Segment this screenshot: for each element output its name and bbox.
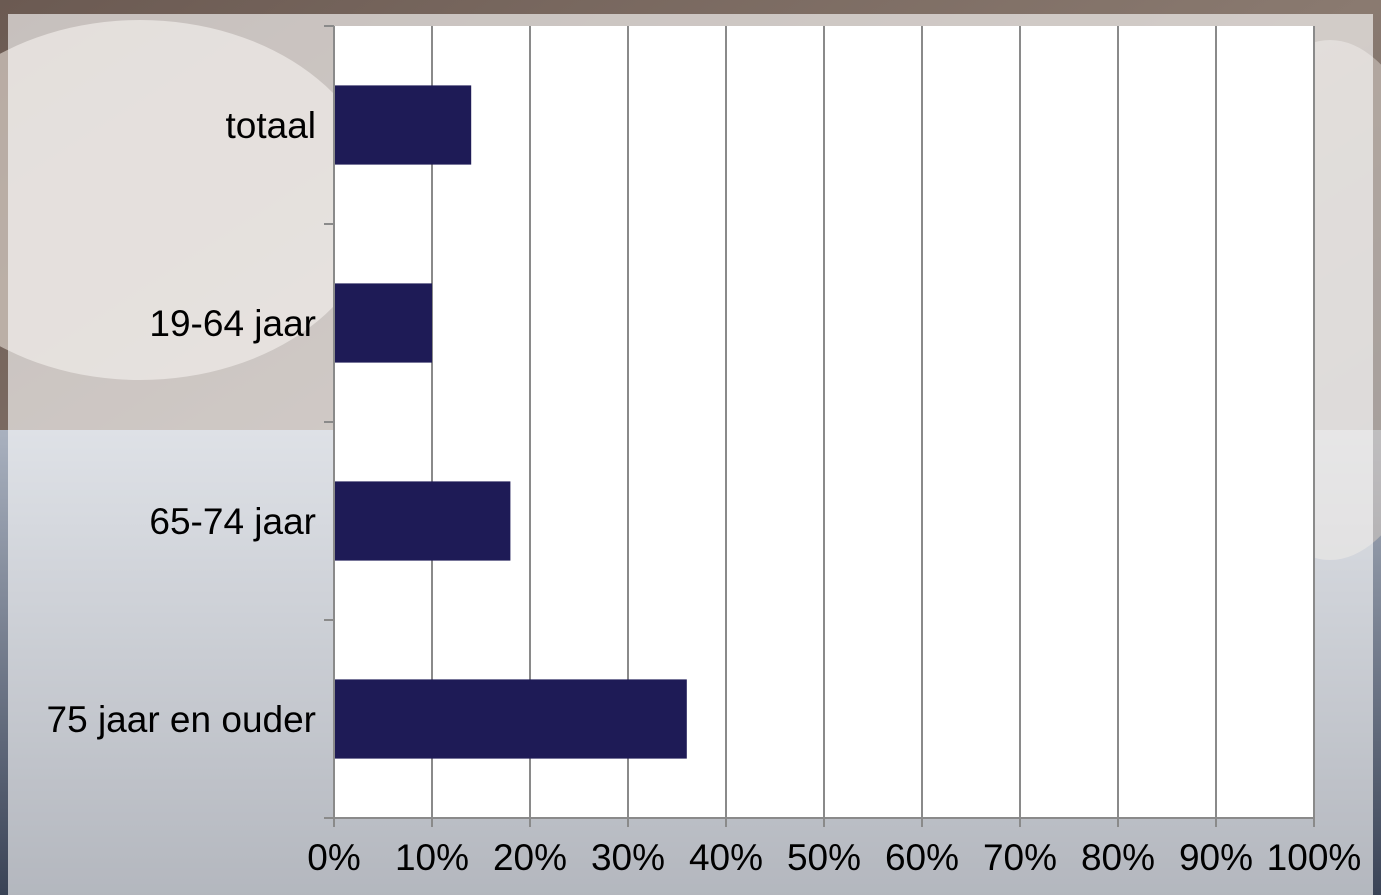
category-labels: totaal 19-64 jaar 65-74 jaar 75 jaar en oud… [47,105,316,740]
x-tick-label: 70% [983,837,1057,878]
x-tick-label: 100% [1267,837,1362,878]
x-tick-label: 50% [787,837,861,878]
bar-1 [334,85,472,165]
x-tick-label: 40% [689,837,763,878]
bar-3 [334,481,511,561]
category-label: 19-64 jaar [149,303,316,344]
category-label: 75 jaar en ouder [47,699,316,740]
x-tick-label: 10% [395,837,469,878]
bar-4 [334,679,687,759]
category-label: totaal [225,105,316,146]
bar-2 [334,283,432,363]
category-label: 65-74 jaar [149,501,316,542]
bars [334,85,687,759]
x-tick-label: 30% [591,837,665,878]
x-tick-label: 0% [307,837,360,878]
x-tick-label: 90% [1179,837,1253,878]
axes [324,25,1315,827]
x-tick-label: 20% [493,837,567,878]
x-tick-label: 60% [885,837,959,878]
x-tick-labels: 0% 10% 20% 30% 40% 50% 60% 70% 80% 90% 100% [307,837,1361,878]
x-tick-label: 80% [1081,837,1155,878]
